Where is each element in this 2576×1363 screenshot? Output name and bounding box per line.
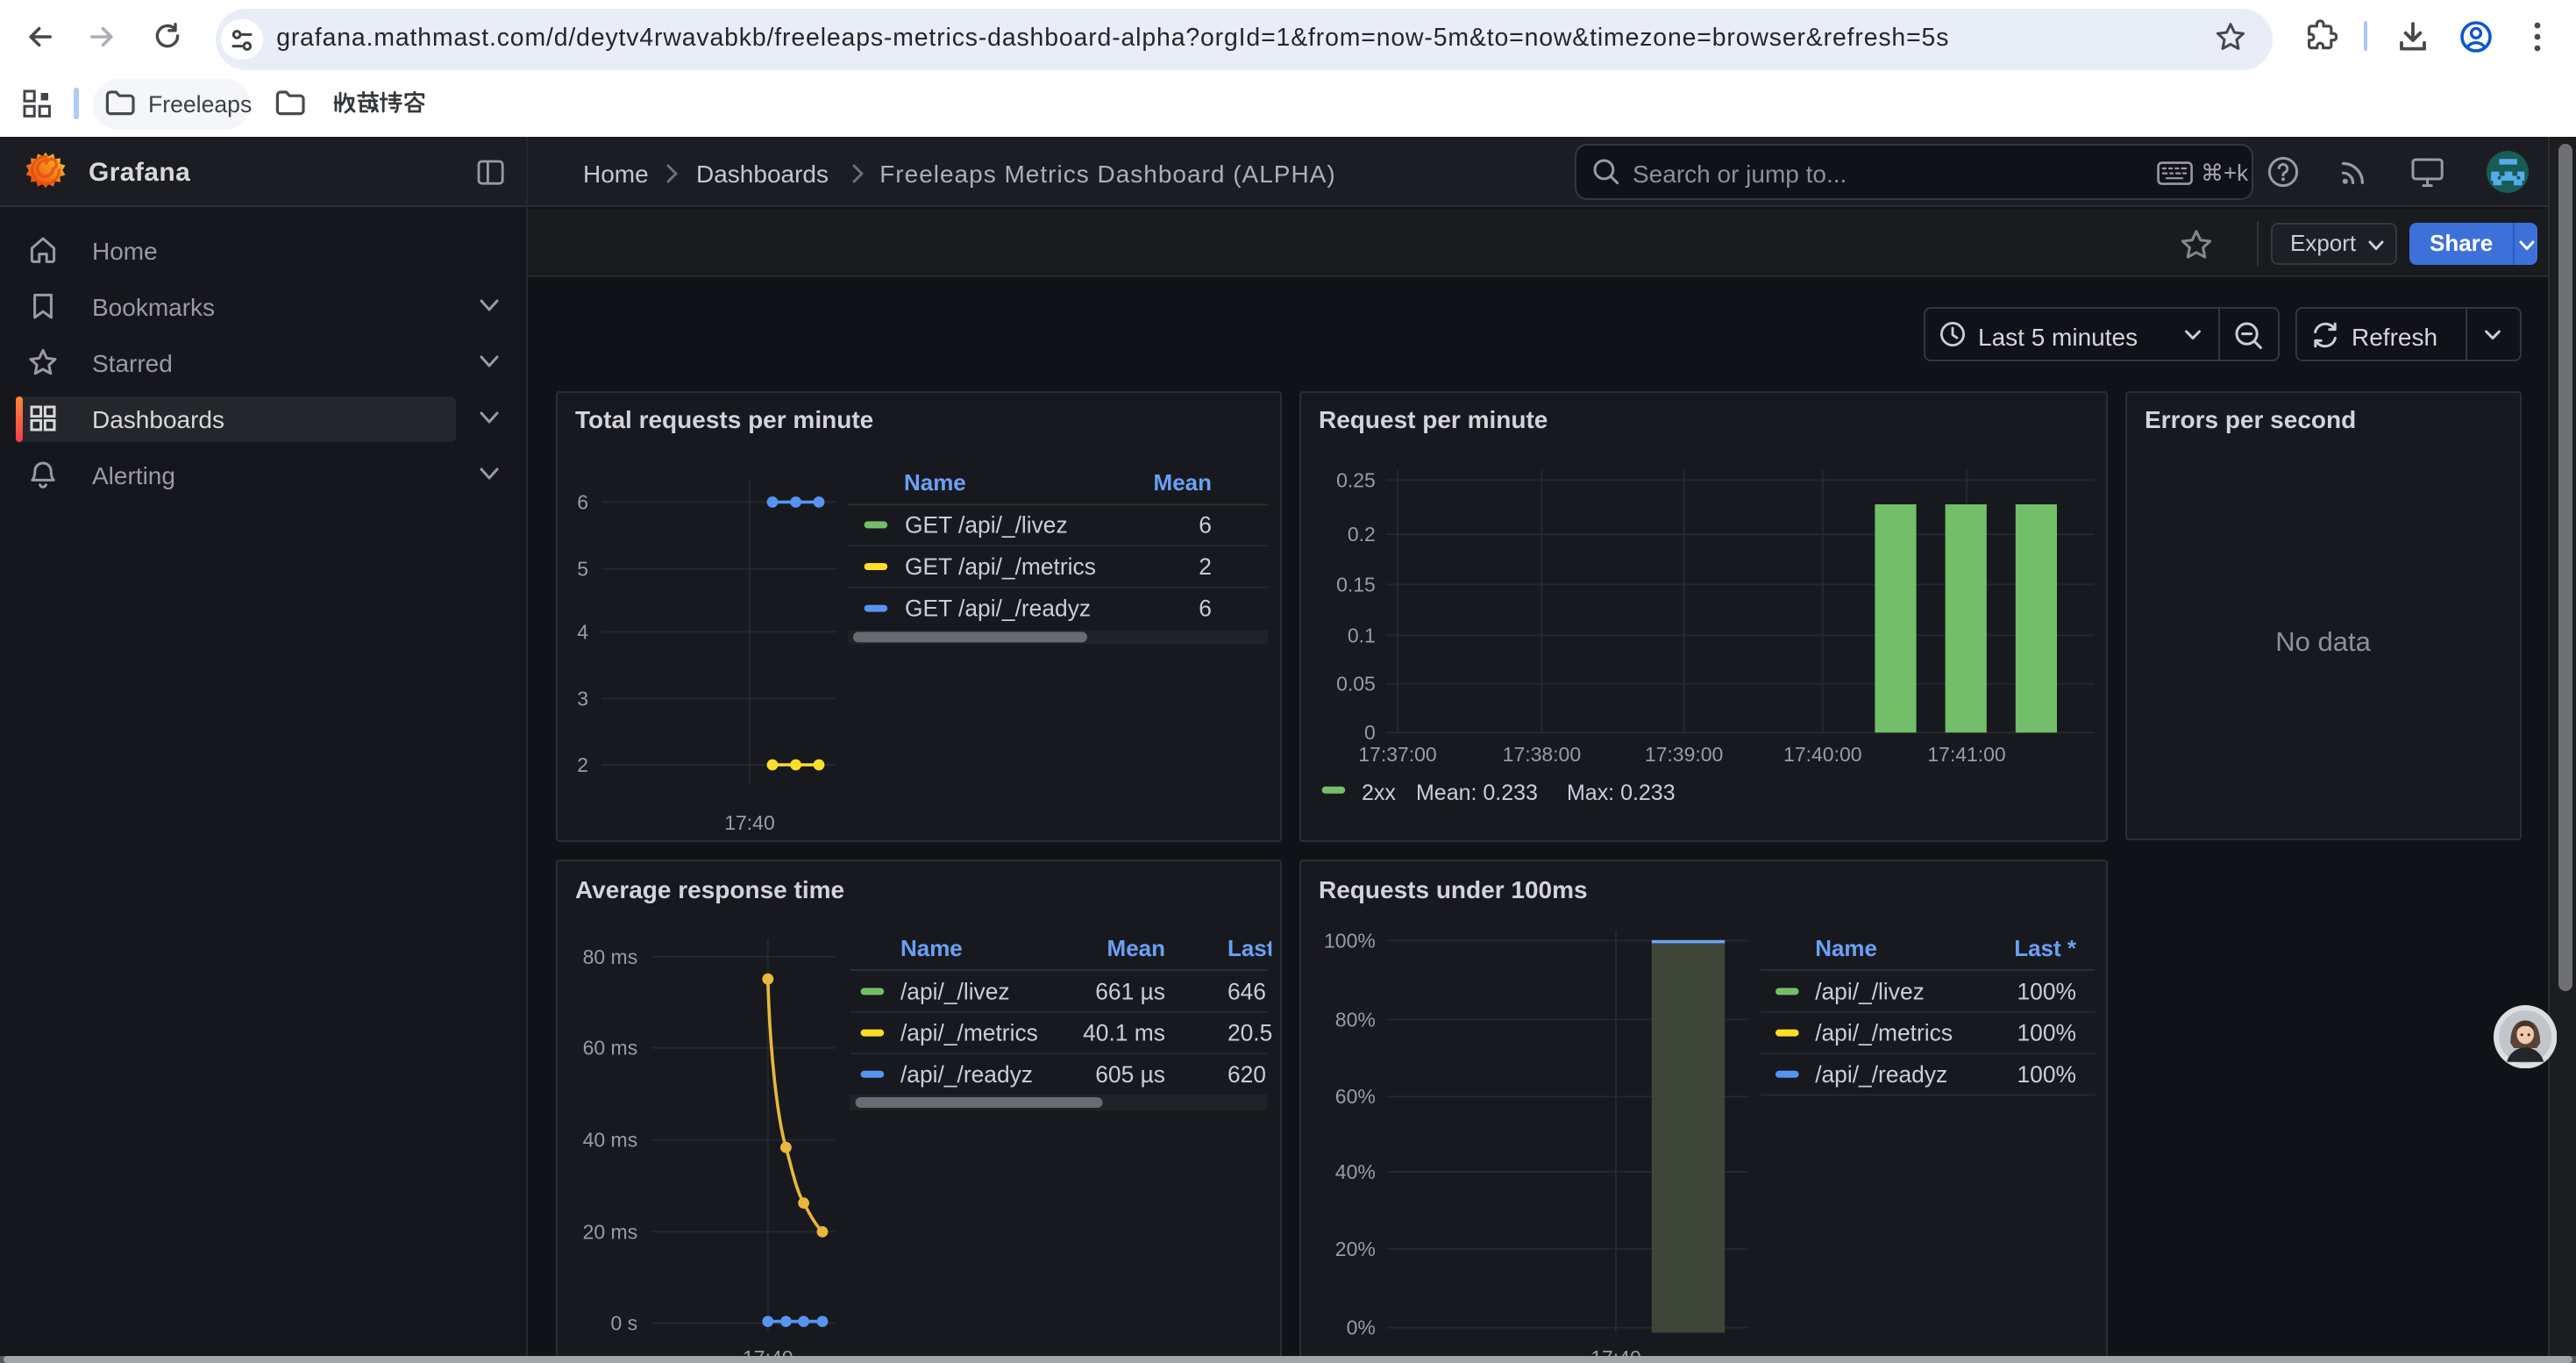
svg-text:80%: 80%	[1334, 1009, 1375, 1031]
svg-text:0 s: 0 s	[611, 1312, 638, 1335]
svg-text:620 µs: 620 µs	[1228, 1061, 1283, 1088]
svg-text:0%: 0%	[1346, 1317, 1375, 1339]
svg-text:17:40: 17:40	[724, 811, 775, 834]
svg-text:0.25: 0.25	[1335, 468, 1375, 491]
svg-text:17:38:00: 17:38:00	[1502, 743, 1580, 766]
svg-text:/api/_/readyz: /api/_/readyz	[900, 1061, 1033, 1088]
svg-text:GET /api/_/readyz: GET /api/_/readyz	[905, 595, 1091, 621]
svg-text:100%: 100%	[2017, 1061, 2075, 1088]
svg-text:17:39:00: 17:39:00	[1644, 743, 1722, 766]
svg-text:/api/_/livez: /api/_/livez	[900, 979, 1010, 1005]
svg-text:0.1: 0.1	[1347, 624, 1375, 646]
svg-text:17:41:00: 17:41:00	[1926, 743, 2004, 766]
svg-text:Max: 0.233: Max: 0.233	[1566, 781, 1675, 805]
svg-text:Name: Name	[900, 935, 963, 961]
svg-text:/api/_/metrics: /api/_/metrics	[1814, 1020, 1952, 1046]
svg-text:4: 4	[577, 620, 588, 643]
svg-text:40%: 40%	[1334, 1160, 1375, 1183]
svg-text:GET /api/_/livez: GET /api/_/livez	[905, 511, 1068, 538]
svg-text:/api/_/readyz: /api/_/readyz	[1814, 1061, 1946, 1088]
svg-text:0.15: 0.15	[1335, 573, 1375, 596]
svg-text:Name: Name	[1814, 935, 1876, 961]
svg-text:20 ms: 20 ms	[583, 1221, 638, 1244]
svg-text:6: 6	[1199, 595, 1212, 621]
svg-text:0: 0	[1363, 721, 1375, 744]
svg-text:/api/_/livez: /api/_/livez	[1814, 979, 1924, 1005]
svg-text:0.2: 0.2	[1347, 523, 1375, 546]
svg-text:100%: 100%	[2017, 1020, 2075, 1046]
svg-text:2: 2	[577, 753, 588, 776]
svg-text:Mean: 0.233: Mean: 0.233	[1415, 781, 1537, 805]
svg-text:Mean: Mean	[1154, 469, 1212, 496]
svg-text:5: 5	[577, 557, 588, 580]
svg-text:Last *: Last *	[2013, 935, 2076, 961]
svg-text:60%: 60%	[1334, 1086, 1375, 1109]
svg-text:17:37:00: 17:37:00	[1357, 743, 1435, 766]
svg-text:646 µs: 646 µs	[1228, 979, 1283, 1005]
svg-text:3: 3	[577, 687, 588, 710]
svg-text:6: 6	[577, 490, 588, 513]
svg-text:100%: 100%	[1323, 930, 1375, 953]
svg-text:80 ms: 80 ms	[583, 946, 638, 968]
svg-text:/api/_/metrics: /api/_/metrics	[900, 1020, 1038, 1046]
svg-text:100%: 100%	[2017, 979, 2075, 1005]
svg-text:2: 2	[1199, 553, 1212, 580]
svg-text:60 ms: 60 ms	[583, 1037, 638, 1060]
svg-text:40.1 ms: 40.1 ms	[1083, 1020, 1165, 1046]
svg-text:17:40:00: 17:40:00	[1783, 743, 1861, 766]
svg-text:20.5 ms: 20.5 ms	[1228, 1020, 1283, 1046]
svg-text:661 µs: 661 µs	[1095, 979, 1165, 1005]
svg-text:40 ms: 40 ms	[583, 1129, 638, 1152]
svg-text:0.05: 0.05	[1335, 672, 1375, 695]
svg-text:605 µs: 605 µs	[1095, 1061, 1165, 1088]
svg-text:Mean: Mean	[1107, 935, 1165, 961]
svg-text:Name: Name	[904, 469, 966, 496]
svg-text:20%: 20%	[1334, 1238, 1375, 1260]
svg-text:Last *: Last *	[1228, 935, 1283, 961]
svg-text:6: 6	[1199, 511, 1212, 538]
svg-text:GET /api/_/metrics: GET /api/_/metrics	[905, 553, 1096, 580]
svg-text:2xx: 2xx	[1361, 781, 1395, 805]
